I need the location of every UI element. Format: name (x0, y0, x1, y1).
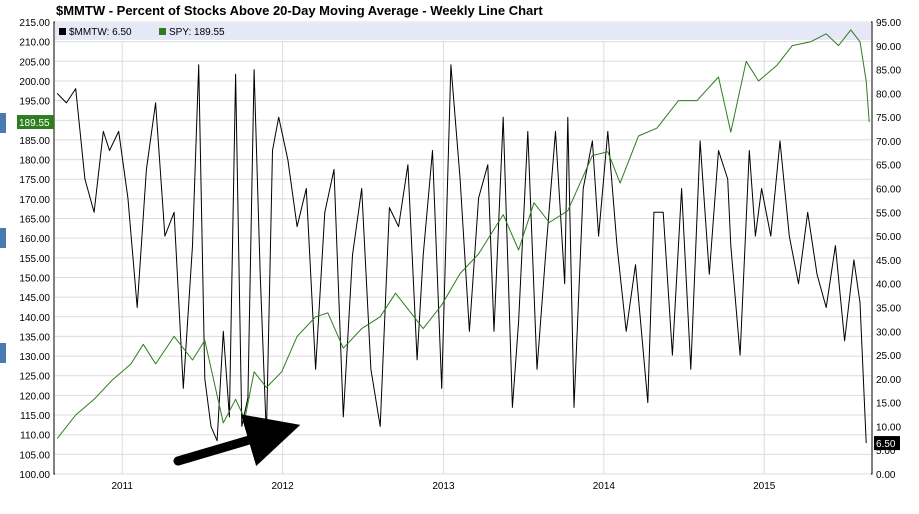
left-axis-tick-label: 140.00 (19, 313, 50, 324)
left-edge-marker (0, 228, 6, 248)
left-axis-tick-label: 145.00 (19, 293, 50, 304)
legend-label-mmtw: $MMTW: 6.50 (69, 27, 132, 38)
left-axis-tick-label: 170.00 (19, 195, 50, 206)
right-axis-tick-label: 65.00 (876, 161, 901, 172)
right-axis-tick-label: 10.00 (876, 422, 901, 433)
right-axis-tick-label: 40.00 (876, 280, 901, 291)
left-axis-tick-label: 120.00 (19, 391, 50, 402)
left-axis-tick-label: 135.00 (19, 332, 50, 343)
right-axis-tick-label: 95.00 (876, 18, 901, 29)
last-value-tags: 189.55 6.50 (17, 115, 900, 451)
left-axis-tick-label: 215.00 (19, 18, 50, 29)
right-axis-tick-label: 20.00 (876, 375, 901, 386)
mmtw-last-value-text: 6.50 (876, 439, 896, 450)
series-line-mmtw (56, 64, 867, 444)
x-axis-tick-label: 2012 (271, 481, 294, 492)
left-axis-tick-label: 195.00 (19, 97, 50, 108)
arrow-annotation (173, 414, 301, 467)
left-axis-tick-label: 150.00 (19, 273, 50, 284)
right-axis-tick-label: 45.00 (876, 256, 901, 267)
spy-last-value-tag (17, 115, 54, 130)
right-axis-tick-label: 85.00 (876, 66, 901, 77)
right-axis-tick-label: 15.00 (876, 399, 901, 410)
right-axis-tick-label: 50.00 (876, 232, 901, 243)
plot-area (53, 21, 873, 475)
right-axis-tick-label: 35.00 (876, 303, 901, 314)
right-axis-tick-label: 25.00 (876, 351, 901, 362)
grid (55, 21, 871, 475)
left-axis-ticks: 100.00 105.00 110.00 115.00 120.00 125.00 130.… (19, 18, 50, 481)
legend-swatch-mmtw (59, 28, 66, 35)
left-axis-tick-label: 155.00 (19, 254, 50, 265)
legend-swatch-spy (159, 28, 166, 35)
series-line-spy (56, 29, 870, 439)
left-axis-tick-label: 185.00 (19, 136, 50, 147)
left-axis-tick-label: 180.00 (19, 156, 50, 167)
left-axis-tick-label: 115.00 (20, 411, 50, 422)
right-axis-ticks: 0.00 5.00 10.00 15.00 20.00 25.00 30.00 35.00 40… (876, 18, 901, 481)
left-axis-tick-label: 105.00 (19, 450, 50, 461)
left-axis-tick-label: 165.00 (19, 215, 50, 226)
right-axis-tick-label: 5.00 (876, 446, 896, 457)
left-axis-tick-label: 160.00 (19, 234, 50, 245)
left-axis-tick-label: 110.00 (20, 431, 50, 442)
right-axis-tick-label: 70.00 (876, 137, 901, 148)
left-axis-tick-label: 210.00 (19, 38, 50, 49)
legend-label-spy: SPY: 189.55 (169, 27, 225, 38)
right-axis-tick-label: 75.00 (876, 113, 901, 124)
series-layer (56, 29, 870, 444)
right-axis-tick-label: 55.00 (876, 208, 901, 219)
spy-last-value-text: 189.55 (19, 118, 50, 129)
right-axis-tick-label: 0.00 (876, 470, 896, 481)
left-axis-tick-label: 175.00 (19, 175, 50, 186)
x-axis-tick-label: 2014 (593, 481, 616, 492)
left-axis-tick-label: 200.00 (19, 77, 50, 88)
left-axis-tick-label: 130.00 (19, 352, 50, 363)
x-axis-tick-label: 2015 (753, 481, 776, 492)
right-axis-tick-label: 80.00 (876, 89, 901, 100)
x-axis-ticks: 2011 2012 2013 2014 2015 (111, 481, 775, 492)
right-axis-tick-label: 30.00 (876, 327, 901, 338)
x-axis-tick-label: 2011 (111, 481, 133, 492)
mmtw-last-value-tag (874, 436, 900, 451)
left-edge-marker (0, 343, 6, 363)
right-axis-tick-label: 60.00 (876, 185, 901, 196)
legend: $MMTW: 6.50 SPY: 189.55 (59, 27, 225, 38)
left-axis-tick-label: 100.00 (19, 470, 50, 481)
right-axis-tick-label: 90.00 (876, 42, 901, 53)
legend-band (55, 23, 871, 40)
chart-title: $MMTW - Percent of Stocks Above 20-Day M… (56, 3, 543, 18)
left-axis-tick-label: 205.00 (19, 57, 50, 68)
left-edge-marker (0, 113, 6, 133)
left-axis-tick-label: 125.00 (19, 372, 50, 383)
x-axis-tick-label: 2013 (432, 481, 455, 492)
